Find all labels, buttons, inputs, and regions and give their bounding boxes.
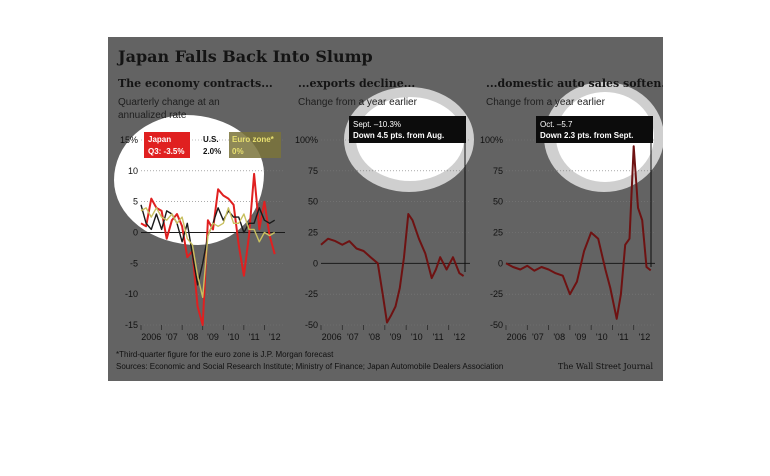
legend-us-name: U.S. [203,135,219,144]
y-tick-label: 25 [493,228,503,238]
x-tick-label: '09 [575,332,587,342]
callout-exports: Sept. –10.3% Down 4.5 pts. from Aug. [349,116,466,272]
series-line-auto-sales [505,145,652,320]
callout-exports-box [349,116,466,143]
legend-euro-value: 0% [232,147,244,156]
x-tick-label: '07 [532,332,544,342]
y-tick-label: -50 [490,320,503,330]
y-tick-label: 75 [493,166,503,176]
legend-japan-value: Q3: -3.5% [148,147,184,156]
callout-auto-line2: Down 2.3 pts. from Sept. [540,131,633,140]
y-tick-label: 5 [133,197,138,207]
y-tick-label: 0 [133,228,138,238]
x-tick-label: '12 [638,332,650,342]
y-tick-label: 0 [498,258,503,268]
callout-exports-line2: Down 4.5 pts. from Aug. [353,131,444,140]
footnote: *Third-quarter figure for the euro zone … [116,350,334,359]
y-tick-label: -25 [490,289,503,299]
x-tick-label: '11 [249,332,260,342]
y-tick-label: -15 [125,320,138,330]
y-tick-label: 75 [308,166,318,176]
legend-euro-swatch [229,132,281,158]
sources: Sources: Economic and Social Research In… [116,362,504,371]
series-line-euro-zone- [140,207,276,298]
y-tick-label: 10 [128,166,138,176]
legend-euro-name: Euro zone* [232,135,275,144]
legend-japan-name: Japan [148,135,171,144]
x-tick-label: '10 [596,332,608,342]
panel-subtitle-economy: Quarterly change at an annualized rate [118,97,220,121]
callout-auto-line1: Oct. –5.7 [540,120,573,129]
callout-exports-line1: Sept. –10.3% [353,120,401,129]
y-tick-label: -50 [305,320,318,330]
y-tick-label: 50 [308,197,318,207]
panel-subtitle-auto: Change from a year earlier [486,97,605,108]
y-tick-label: 100% [295,135,318,145]
x-tick-label: 2006 [141,332,161,342]
y-tick-label: 0 [313,258,318,268]
x-tick-label: '10 [411,332,423,342]
x-tick-label: '08 [368,332,380,342]
x-tick-label: '11 [618,332,629,342]
y-tick-label: -10 [125,289,138,299]
y-tick-label: 100% [480,135,503,145]
panel-title-exports: ...exports decline... [298,77,416,90]
x-tick-label: '12 [269,332,281,342]
callout-auto-box [536,116,653,143]
x-tick-label: '11 [433,332,444,342]
x-tick-label: '08 [187,332,199,342]
figure-title: Japan Falls Back Into Slump [118,47,373,66]
x-tick-label: '09 [207,332,219,342]
panel-subtitle-exports: Change from a year earlier [298,97,417,108]
x-tick-label: '08 [553,332,565,342]
panel-title-economy: The economy contracts... [118,77,273,90]
charts-svg: 15%1050-5-10-152006'07'08'09'10'11'12100… [120,116,655,342]
y-tick-label: 15% [120,135,138,145]
x-tick-label: '07 [166,332,178,342]
legend: Japan Q3: -3.5% U.S. 2.0% Euro zone* 0% [144,132,281,158]
panel-2: 100% 75 50 25 0 -25 -50 2006 '07 '08 '09 '10 '11 '12 [480,135,655,342]
x-tick-label: 2006 [507,332,527,342]
chart-figure: Japan Falls Back Into Slump The economy … [108,37,663,381]
x-tick-label: '09 [390,332,402,342]
legend-us-value: 2.0% [203,147,221,156]
credit: The Wall Street Journal [558,362,653,371]
panel-1: 100% 75 50 25 0 -25 -50 2006 '07 '08 '09 '10 '11 '12 [295,135,470,342]
series-line-exports [320,213,465,324]
x-tick-label: '07 [347,332,359,342]
y-tick-label: -25 [305,289,318,299]
panel-title-auto: ...domestic auto sales soften. [486,77,663,90]
y-tick-label: 25 [308,228,318,238]
legend-japan-swatch [144,132,190,158]
x-tick-label: 2006 [322,332,342,342]
series-line-japan [140,172,276,326]
y-tick-label: 50 [493,197,503,207]
y-tick-label: -5 [130,258,138,268]
x-tick-label: '12 [453,332,465,342]
callout-auto: Oct. –5.7 Down 2.3 pts. from Sept. [536,116,653,267]
x-tick-label: '10 [228,332,240,342]
